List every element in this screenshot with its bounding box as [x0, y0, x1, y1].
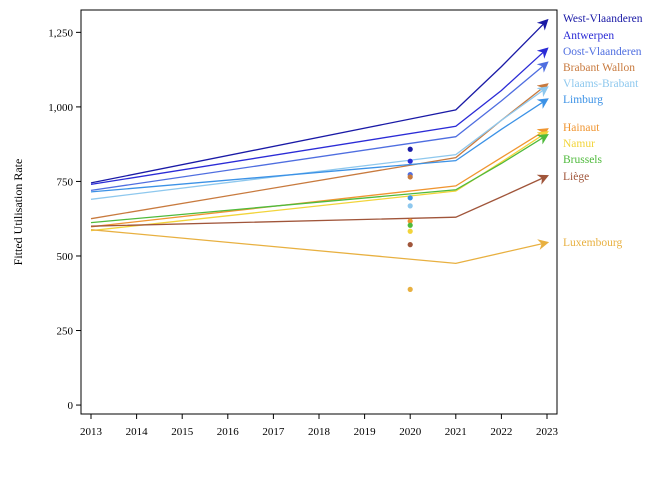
- y-tick-label: 0: [68, 400, 74, 412]
- legend-entry: Brabant Wallon: [563, 62, 635, 74]
- series-line: [90, 98, 549, 193]
- data-point-2020: [407, 242, 413, 248]
- y-tick-label: 1,000: [48, 102, 73, 114]
- series-line: [90, 47, 549, 186]
- y-tick-label: 750: [57, 176, 74, 188]
- x-tick-label: 2021: [445, 426, 467, 438]
- y-tick-label: 1,250: [48, 27, 73, 39]
- series-line: [90, 86, 549, 200]
- data-point-2020: [407, 203, 413, 209]
- y-axis: 0 250 500 750 1,000 1,250: [48, 27, 81, 412]
- legend-entry: Vlaams-Brabant: [563, 78, 639, 90]
- series-line: [90, 83, 549, 220]
- data-point-2020: [407, 286, 413, 292]
- legend-entry: Namur: [563, 138, 595, 150]
- data-point-2020: [407, 146, 413, 152]
- series-lines: [90, 18, 550, 265]
- x-tick-label: 2017: [262, 426, 285, 438]
- series-line: [90, 174, 550, 227]
- data-point-2020: [407, 174, 413, 180]
- x-tick-label: 2015: [171, 426, 194, 438]
- y-tick-label: 250: [57, 326, 74, 338]
- legend-entry: Luxembourg: [563, 237, 622, 249]
- x-tick-label: 2014: [126, 426, 149, 438]
- plot-area: [80, 9, 558, 415]
- y-tick-label: 500: [57, 251, 74, 263]
- x-tick-label: 2023: [536, 426, 559, 438]
- points-2020: [407, 146, 413, 292]
- data-point-2020: [407, 218, 413, 224]
- x-tick-label: 2022: [490, 426, 512, 438]
- series-line: [90, 134, 549, 224]
- data-point-2020: [407, 222, 413, 228]
- y-axis-title: Fitted Utilisation Rate: [11, 159, 25, 266]
- series-line: [90, 229, 550, 265]
- legend-entry: Oost-Vlaanderen: [563, 46, 642, 58]
- data-point-2020: [407, 195, 413, 201]
- legend-entry: West-Vlaanderen: [563, 13, 643, 25]
- data-point-2020: [407, 158, 413, 164]
- x-tick-label: 2013: [80, 426, 103, 438]
- legend-entry: Limburg: [563, 94, 603, 106]
- x-tick-label: 2018: [308, 426, 331, 438]
- legend: West-Vlaanderen Antwerpen Oost-Vlaanderen B…: [563, 13, 643, 249]
- data-point-2020: [407, 228, 413, 234]
- legend-entry: Liège: [563, 171, 589, 183]
- legend-entry: Antwerpen: [563, 30, 614, 42]
- x-axis: 2013 2014 2015 2016 2017 2018 2019 2020 2021 2022…: [80, 414, 559, 438]
- x-tick-label: 2020: [399, 426, 422, 438]
- series-line: [90, 18, 549, 184]
- legend-entry: Brussels: [563, 154, 603, 166]
- x-tick-label: 2019: [354, 426, 377, 438]
- x-tick-label: 2016: [217, 426, 240, 438]
- legend-entry: Hainaut: [563, 122, 600, 134]
- series-line: [90, 61, 549, 192]
